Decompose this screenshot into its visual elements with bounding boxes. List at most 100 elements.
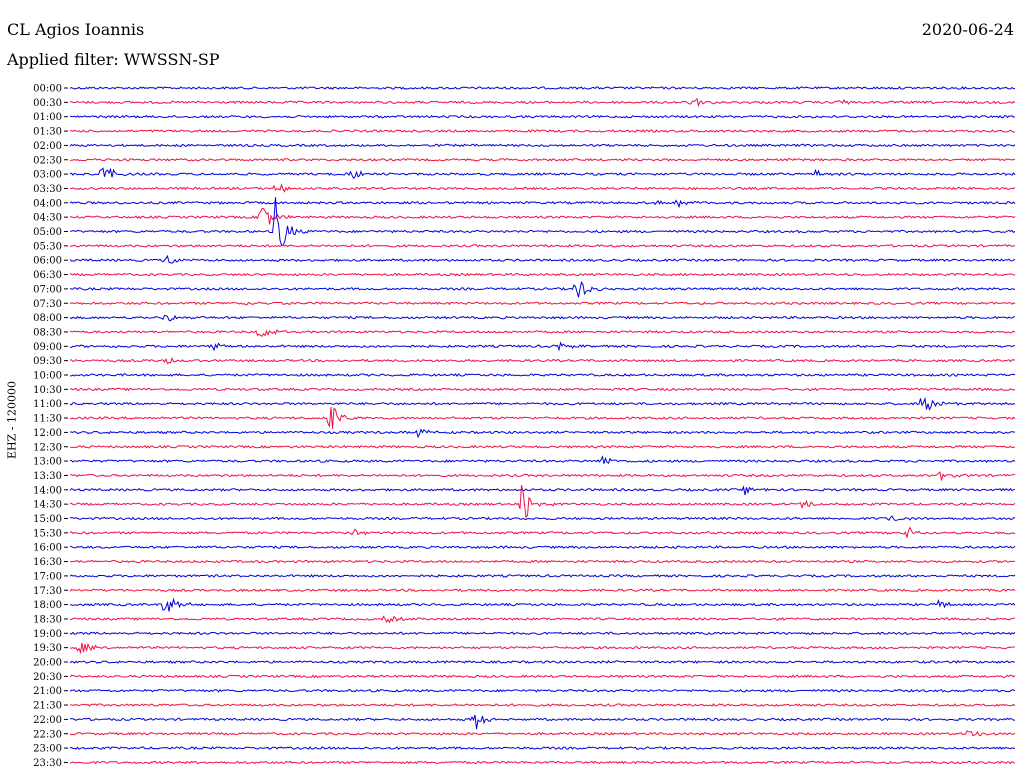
row-time-label: 23:30 (33, 758, 62, 769)
row-time-label: 05:30 (33, 241, 62, 252)
row-time-label: 06:30 (33, 270, 62, 281)
trace-line (69, 760, 1016, 765)
trace-line (69, 97, 1016, 108)
row-time-label: 02:30 (33, 155, 62, 166)
trace-line (69, 515, 1016, 521)
trace-line (69, 143, 1016, 148)
row-time-label: 20:00 (33, 658, 62, 669)
row-time-label: 07:30 (33, 299, 62, 310)
trace-line (69, 631, 1016, 636)
trace-line (69, 688, 1016, 693)
trace-line (69, 485, 1016, 519)
row-time-label: 02:00 (33, 141, 62, 152)
trace-line (69, 730, 1016, 737)
row-time-label: 04:30 (33, 213, 62, 224)
trace-line (69, 444, 1016, 449)
trace-line (69, 197, 1016, 246)
trace-line (69, 485, 1016, 496)
trace-line (69, 243, 1016, 248)
trace-line (69, 396, 1016, 411)
row-time-label: 20:30 (33, 672, 62, 683)
row-time-label: 01:30 (33, 127, 62, 138)
row-time-label: 08:00 (33, 313, 62, 324)
row-time-label: 10:00 (33, 371, 62, 382)
row-time-label: 21:30 (33, 701, 62, 712)
row-time-label: 15:00 (33, 514, 62, 525)
trace-line (69, 455, 1016, 464)
trace-line (69, 328, 1016, 337)
trace-line (69, 746, 1015, 750)
row-time-label: 16:30 (33, 557, 62, 568)
trace-line (69, 703, 1016, 707)
row-time-label: 13:30 (33, 471, 62, 482)
row-time-label: 04:00 (33, 198, 62, 209)
row-time-label: 11:30 (33, 414, 62, 425)
row-time-label: 16:00 (33, 543, 62, 554)
row-time-label: 00:30 (33, 98, 62, 109)
row-time-label: 18:30 (33, 614, 62, 625)
trace-line (69, 167, 1016, 179)
row-time-label: 10:30 (33, 385, 62, 396)
trace-line (69, 387, 1016, 392)
trace-line (69, 341, 1016, 352)
row-time-label: 09:00 (33, 342, 62, 353)
trace-line (69, 129, 1016, 133)
trace-line (69, 207, 1016, 225)
trace-line (69, 526, 1016, 538)
date-label: 2020-06-24 (921, 20, 1014, 39)
row-time-label: 05:00 (33, 227, 62, 238)
row-time-label: 14:30 (33, 500, 62, 511)
trace-line (69, 301, 1016, 306)
trace-line (69, 183, 1016, 193)
trace-line (69, 86, 1016, 90)
row-time-label: 12:30 (33, 442, 62, 453)
row-time-label: 19:00 (33, 629, 62, 640)
row-time-label: 15:30 (33, 528, 62, 539)
row-time-label: 11:00 (33, 399, 62, 410)
row-time-label: 22:00 (33, 715, 62, 726)
trace-line (69, 114, 1016, 119)
filter-label: Applied filter: WWSSN-SP (7, 50, 220, 69)
trace-line (69, 559, 1016, 564)
row-time-label: 17:30 (33, 586, 62, 597)
trace-line (69, 428, 1016, 439)
row-time-label: 23:00 (33, 744, 62, 755)
row-time-label: 17:00 (33, 571, 62, 582)
trace-line (69, 281, 1016, 298)
trace-line (69, 157, 1016, 162)
row-time-label: 08:30 (33, 327, 62, 338)
row-time-label: 12:00 (33, 428, 62, 439)
row-time-label: 03:30 (33, 184, 62, 195)
trace-line (69, 254, 1016, 264)
trace-line (69, 272, 1016, 277)
row-time-label: 18:00 (33, 600, 62, 611)
station-title: CL Agios Ioannis (7, 20, 145, 39)
row-time-label: 19:30 (33, 643, 62, 654)
row-time-label: 03:00 (33, 170, 62, 181)
trace-line (69, 574, 1016, 578)
row-time-label: 21:00 (33, 686, 62, 697)
row-time-label: 06:00 (33, 256, 62, 267)
trace-line (69, 588, 1016, 593)
trace-line (69, 597, 1016, 612)
trace-line (69, 660, 1016, 664)
row-time-label: 07:00 (33, 284, 62, 295)
row-time-label: 22:30 (33, 729, 62, 740)
trace-line (69, 357, 1016, 365)
trace-line (69, 674, 1016, 679)
trace-line (69, 615, 1016, 624)
row-time-label: 01:00 (33, 112, 62, 123)
trace-line (69, 314, 1016, 322)
trace-line (69, 545, 1016, 550)
row-time-label: 14:00 (33, 485, 62, 496)
row-time-label: 09:30 (33, 356, 62, 367)
row-time-label: 00:00 (33, 84, 62, 95)
trace-line (69, 406, 1016, 429)
trace-line (70, 471, 1016, 481)
trace-line (70, 373, 1016, 377)
trace-line (70, 714, 1016, 730)
row-time-label: 13:00 (33, 457, 62, 468)
trace-line (69, 642, 1015, 655)
trace-line (69, 199, 1016, 209)
